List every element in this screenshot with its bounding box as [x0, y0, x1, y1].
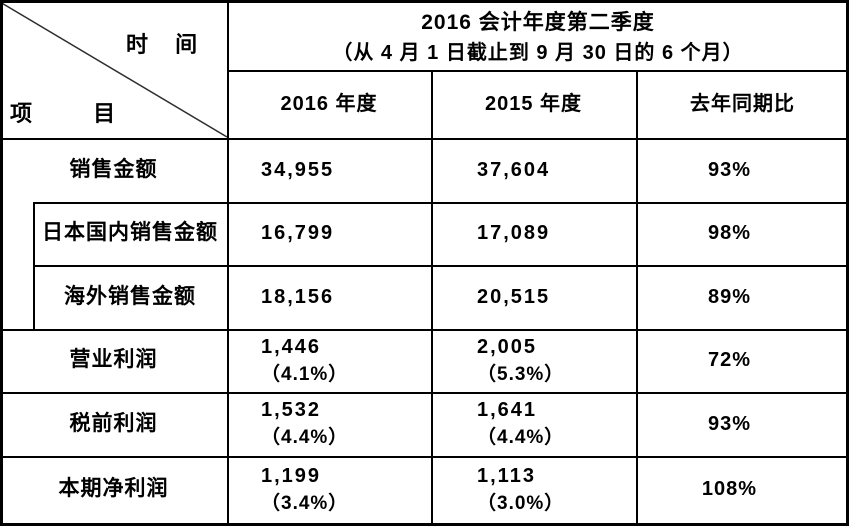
column-header-yoy: 去年同期比: [690, 92, 795, 115]
divider-line: [431, 70, 433, 526]
value-percent-text: （4.4%）: [261, 427, 349, 448]
divider-line: [0, 456, 849, 458]
diagonal-line: [0, 1, 227, 138]
divider-line: [0, 329, 849, 331]
value-percent-text: （4.4%）: [477, 427, 565, 448]
value-text: 34,955: [261, 158, 335, 181]
operating-2016-value: 1,446 （4.1%）: [227, 329, 431, 392]
value-percent-text: （3.4%）: [261, 492, 349, 514]
row-label-overseas-sales: 海外销售金额: [64, 284, 196, 308]
row-label-pretax-profit: 税前利润: [69, 411, 158, 435]
value-text: 1,532: [261, 399, 322, 421]
corner-item-label: 项 目: [10, 101, 116, 126]
net-2015-value: 1,113 （3.0%）: [431, 456, 636, 523]
sales-2016-value: 34,955: [227, 138, 431, 202]
value-percent-text: （3.0%）: [477, 492, 565, 514]
value-text: 1,199: [261, 464, 322, 487]
domestic-yoy-value: 98%: [707, 222, 752, 244]
domestic-2016-value: 16,799: [227, 202, 431, 265]
period-header-line1: 2016 会计年度第二季度: [421, 11, 655, 34]
net-yoy-value: 108%: [701, 478, 758, 500]
value-text: 1,641: [477, 399, 538, 421]
divider-line: [33, 265, 849, 267]
period-header-line2: （从 4 月 1 日截止到 9 月 30 日的 6 个月）: [332, 42, 744, 64]
overseas-2015-value: 20,515: [431, 265, 636, 329]
value-text: 16,799: [261, 222, 335, 244]
overseas-2016-value: 18,156: [227, 265, 431, 329]
net-2016-value: 1,199 （3.4%）: [227, 456, 431, 523]
divider-line: [227, 70, 849, 72]
domestic-2015-value: 17,089: [431, 202, 636, 265]
value-text: 37,604: [477, 158, 551, 181]
row-label-net-profit: 本期净利润: [58, 477, 169, 501]
overseas-yoy-value: 89%: [707, 285, 752, 308]
column-header-2015: 2015 年度: [484, 92, 583, 115]
divider-line: [33, 202, 849, 204]
value-text: 18,156: [261, 285, 335, 308]
period-header: 2016 会计年度第二季度 （从 4 月 1 日截止到 9 月 30 日的 6 …: [227, 0, 849, 70]
row-label-sales: 销售金额: [69, 157, 158, 181]
pretax-2016-value: 1,532 （4.4%）: [227, 392, 431, 456]
pretax-yoy-value: 93%: [707, 412, 752, 435]
value-text: 17,089: [477, 222, 551, 244]
value-text: 20,515: [477, 285, 551, 308]
sales-2015-value: 37,604: [431, 138, 636, 202]
operating-yoy-value: 72%: [707, 349, 752, 371]
value-text: 1,446: [261, 335, 322, 358]
column-header-2016: 2016 年度: [280, 92, 378, 115]
operating-2015-value: 2,005 （5.3%）: [431, 329, 636, 392]
value-percent-text: （4.1%）: [261, 363, 349, 385]
corner-header-cell: 时 间 项 目: [0, 0, 227, 138]
pretax-2015-value: 1,641 （4.4%）: [431, 392, 636, 456]
divider-line: [227, 0, 229, 526]
value-percent-text: （5.3%）: [477, 363, 565, 385]
sales-yoy-value: 93%: [707, 158, 752, 181]
row-label-domestic-sales: 日本国内销售金额: [42, 221, 218, 245]
divider-line: [0, 392, 849, 394]
row-label-operating-profit: 营业利润: [69, 348, 158, 372]
value-text: 2,005: [477, 335, 538, 358]
corner-time-label: 时 间: [126, 32, 198, 57]
divider-line: [636, 70, 638, 526]
divider-line: [0, 138, 849, 140]
value-text: 1,113: [477, 464, 536, 487]
